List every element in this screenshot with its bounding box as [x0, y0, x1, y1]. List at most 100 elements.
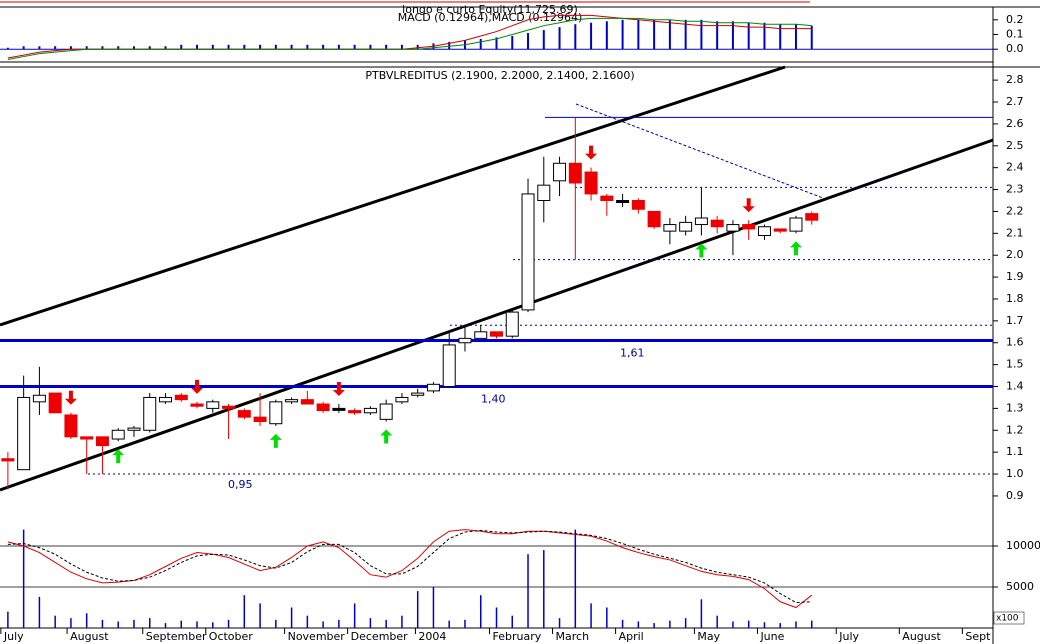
x-tick-label: 2004 [418, 630, 446, 643]
candle-body [631, 199, 645, 210]
candle-body [300, 399, 314, 405]
x-tick-label: November [288, 630, 346, 643]
candle-body [742, 224, 756, 230]
y-tick-label: 2.5 [1006, 139, 1024, 152]
candle-body [679, 221, 693, 232]
candle-body [1, 458, 15, 462]
y-tick-label: 2.8 [1006, 73, 1024, 86]
candle-body [584, 171, 598, 195]
candle-body [174, 394, 188, 401]
y-tick-label: 2.3 [1006, 183, 1024, 196]
level-label: 1,61 [620, 347, 645, 360]
y-tick-label: 1.5 [1006, 358, 1024, 371]
sell-signal [742, 198, 755, 213]
candle-body [253, 416, 267, 423]
x-tick-label: December [351, 630, 409, 643]
candle-body [537, 184, 551, 201]
y-tick-label: 1.8 [1006, 292, 1024, 305]
x-tick-label: July [3, 630, 24, 643]
trend-line [0, 65, 786, 327]
candle-body [805, 213, 819, 221]
oscillator-line [7, 529, 812, 604]
sell-signal [332, 382, 345, 397]
candle-body [600, 195, 614, 201]
candle-body [426, 383, 440, 392]
annotation: 0,95 [228, 478, 253, 491]
y-tick-label: 10000 [1006, 539, 1040, 552]
candle-body [694, 217, 708, 226]
x-tick-label: February [493, 630, 542, 643]
candle-body [505, 311, 519, 337]
candle-body [789, 217, 803, 232]
candle-body [647, 210, 661, 228]
macd-title: longo e curto Equity(11,725.69) [402, 3, 578, 16]
y-tick-label: 2.2 [1006, 204, 1024, 217]
x-tick-label: May [697, 630, 720, 643]
x-tick-label: September [146, 630, 207, 643]
candle-body [17, 396, 31, 471]
candle-body [757, 226, 771, 237]
x-tick-label: March [556, 630, 590, 643]
trend-line [0, 138, 994, 492]
candle-body [568, 162, 582, 184]
candle-body [458, 337, 472, 344]
buy-signal [789, 241, 802, 256]
candle-body [348, 410, 362, 414]
candle-body [663, 224, 677, 232]
y-tick-label: 2.7 [1006, 95, 1024, 108]
candle-body [159, 396, 172, 403]
candle-body [190, 403, 204, 407]
y-tick-label: 0.0 [1006, 42, 1024, 55]
y-tick-label: 1.7 [1006, 314, 1024, 327]
macd-line [7, 17, 812, 60]
x-tick-label: October [209, 630, 253, 643]
y-tick-label: 0.1 [1006, 28, 1024, 41]
buy-signal [380, 429, 393, 444]
oscillator-line [7, 529, 813, 609]
candle-body [379, 403, 393, 420]
candle-body [269, 401, 283, 425]
y-tick-label: 2.4 [1006, 161, 1024, 174]
level-label: 1,40 [481, 393, 506, 406]
buy-signal [269, 433, 282, 448]
y-tick-label: 2.6 [1006, 117, 1024, 130]
candle-body [127, 427, 141, 431]
sell-signal [191, 379, 204, 394]
candle-body [363, 407, 377, 414]
candle-body [395, 396, 409, 403]
y-tick-label: 2.0 [1006, 248, 1024, 261]
candle-body [206, 401, 220, 409]
x-tick-label: June [759, 630, 784, 643]
y-tick-label: 2.1 [1006, 226, 1024, 239]
y-tick-label: 1.6 [1006, 336, 1024, 349]
volume-unit: x100 [996, 614, 1019, 624]
x-tick-label: April [619, 630, 644, 643]
candle-body [726, 224, 740, 232]
candle-body [285, 399, 299, 403]
candle-body [237, 410, 251, 418]
y-tick-label: 1.1 [1006, 445, 1024, 458]
candle-body [553, 162, 567, 182]
y-tick-label: 0.9 [1006, 489, 1024, 502]
y-tick-label: 1.0 [1006, 467, 1024, 480]
buy-signal [112, 449, 125, 464]
candle-body [316, 403, 330, 412]
candle-body [64, 414, 78, 438]
x-tick-label: Sept [965, 630, 991, 643]
y-tick-label: 1.9 [1006, 270, 1024, 283]
candle-body [616, 199, 630, 203]
candle-body [48, 392, 62, 414]
sell-signal [585, 145, 598, 160]
candle-body [32, 394, 46, 403]
y-tick-label: 1.3 [1006, 401, 1024, 414]
candle-body [490, 331, 503, 337]
candle-body [710, 219, 724, 228]
buy-signal [695, 243, 708, 258]
candle-body [80, 436, 94, 440]
candle-body [111, 429, 125, 440]
price-title: PTBVLREDITUS (2.1900, 2.2000, 2.1400, 2.… [365, 69, 634, 82]
candle-body [143, 396, 157, 431]
unit-box [993, 611, 1025, 625]
